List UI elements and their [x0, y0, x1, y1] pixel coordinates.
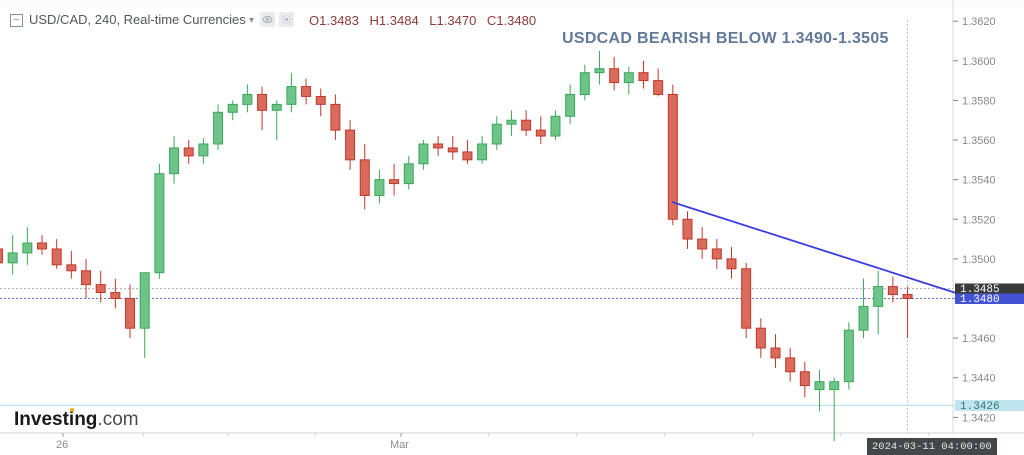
svg-text:1.3540: 1.3540 — [962, 175, 996, 187]
svg-text:1.3440: 1.3440 — [962, 373, 996, 385]
svg-text:1.3480: 1.3480 — [960, 294, 1000, 306]
svg-text:1.3520: 1.3520 — [962, 214, 996, 226]
svg-text:1.3560: 1.3560 — [962, 135, 996, 147]
svg-text:1.3620: 1.3620 — [962, 16, 996, 28]
svg-text:1.3600: 1.3600 — [962, 56, 996, 68]
svg-text:Mar: Mar — [390, 439, 409, 451]
svg-text:1.3460: 1.3460 — [962, 333, 996, 345]
svg-text:26: 26 — [56, 439, 68, 451]
svg-text:1.3420: 1.3420 — [962, 412, 996, 424]
svg-text:1.3426: 1.3426 — [960, 401, 1000, 413]
svg-text:1.3500: 1.3500 — [962, 254, 996, 266]
svg-text:1.3580: 1.3580 — [962, 95, 996, 107]
